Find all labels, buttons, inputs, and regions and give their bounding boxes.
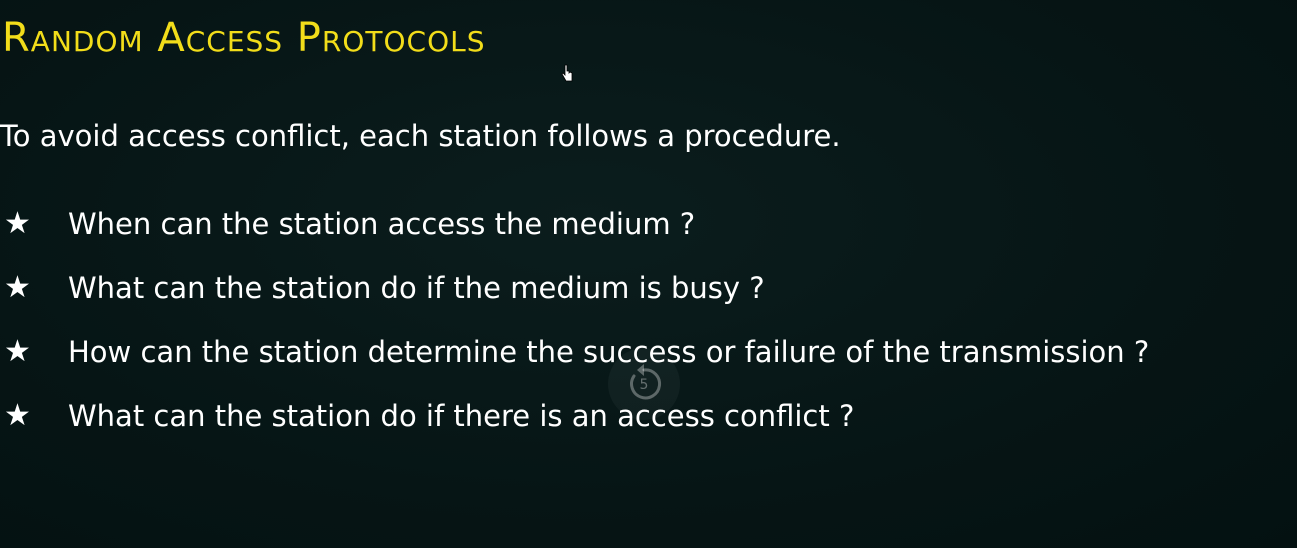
slide-intro: To avoid access conflict, each station f… [0,119,841,153]
bullet-text: When can the station access the medium ? [68,207,696,241]
bullet-text: How can the station determine the succes… [68,335,1150,369]
star-icon: ★ [4,270,31,305]
star-icon: ★ [4,206,31,241]
replay-5-seconds-button[interactable]: 5 [608,348,680,420]
replay-seconds-label: 5 [639,377,649,393]
star-icon: ★ [4,398,31,433]
bullet-text: What can the station do if there is an a… [68,399,855,433]
hand-pointer-icon [561,64,573,82]
star-icon: ★ [4,334,31,369]
bullet-text: What can the station do if the medium is… [68,271,765,305]
replay-5-seconds-icon [630,364,662,400]
slide-title: Random Access Protocols [2,15,486,61]
